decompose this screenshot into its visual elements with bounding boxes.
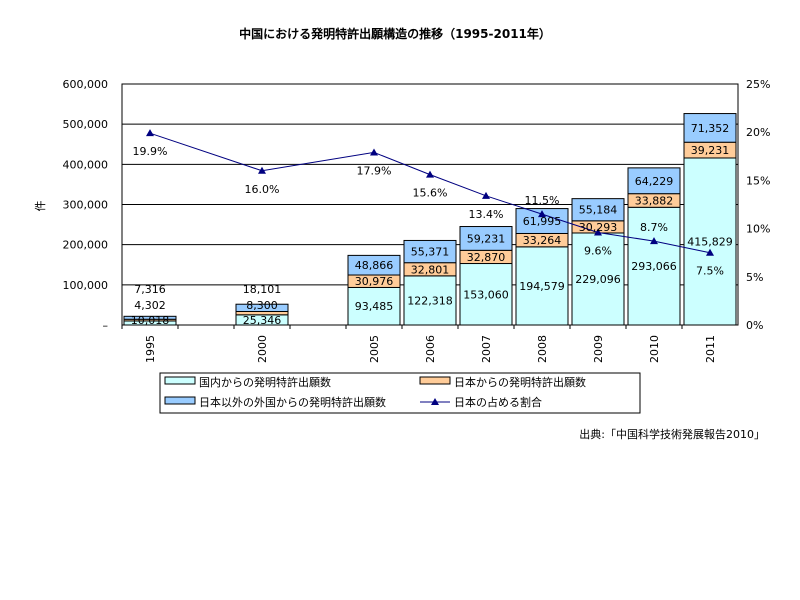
ratio-marker [426,170,434,178]
bar-0 [571,232,625,326]
bar-data-label: 33,882 [635,194,674,207]
x-tick-label: 2010 [648,335,661,363]
bar-0 [683,157,737,326]
bar-data-label: 122,318 [407,294,453,307]
x-tick-label: 2011 [704,335,717,363]
bar-data-label: 153,060 [463,288,509,301]
bar-data-label: 25,346 [243,314,282,327]
bar-data-label: 55,371 [411,246,450,259]
legend: 国内からの発明特許出願数 日本からの発明特許出願数日本以外の外国からの発明特許出願… [159,372,641,414]
ratio-marker [594,228,602,236]
bar-data-label: 8,300 [246,299,278,312]
bar-data-label: 7,316 [134,283,166,296]
ratio-data-label: 7.5% [696,265,724,278]
bar-data-label: 59,231 [467,232,506,245]
bar-2 [627,167,681,195]
ratio-data-label: 13.4% [469,208,504,221]
x-tick-label: 2008 [536,335,549,363]
bar-data-label: 33,264 [523,234,562,247]
y-axis-label: 件 [34,201,47,212]
bar-data-label: 30,976 [355,275,394,288]
bar-data-label: 415,829 [687,235,733,248]
bar-0 [347,286,401,326]
bar-data-label: 293,066 [631,260,677,273]
y2-tick-label: 15% [746,174,770,187]
legend-label: 日本以外の外国からの発明特許出願数 [199,395,386,409]
bar-2 [123,315,177,320]
bar-0 [515,246,569,326]
ratio-marker [482,191,490,199]
bar-2 [683,113,737,143]
bar-2 [459,226,513,251]
x-tick-label: 2006 [424,335,437,363]
ratio-data-label: 16.0% [245,183,280,196]
legend-swatch [164,396,196,405]
bar-0 [627,206,681,326]
chart-title: 中国における発明特許出願構造の推移（1995-2011年） [239,26,551,41]
ratio-data-label: 9.6% [584,244,612,257]
legend-swatch [419,376,451,385]
bar-2 [235,303,289,312]
y-tick-label: 500,000 [63,118,109,131]
bar-data-label: 229,096 [575,273,621,286]
bar-data-label: 64,229 [635,175,674,188]
ratio-marker [650,237,658,245]
x-tick-label: 2009 [592,335,605,363]
y2-tick-label: 25% [746,78,770,91]
bar-data-label: 39,231 [691,144,730,157]
legend-label: 日本の占める割合 [454,395,542,409]
bar-data-label: 4,302 [134,299,166,312]
ratio-data-label: 8.7% [640,221,668,234]
legend-label: 国内からの発明特許出願数 [199,375,331,389]
ratio-data-label: 17.9% [357,164,392,177]
legend-label: 日本からの発明特許出願数 [454,375,586,389]
y2-tick-label: 20% [746,126,770,139]
ratio-marker [370,148,378,156]
ratio-marker [146,129,154,137]
x-tick-label: 2007 [480,335,493,363]
y-tick-label: 600,000 [63,78,109,91]
ratio-data-label: 11.5% [525,194,560,207]
ratio-data-label: 15.6% [413,187,448,200]
x-tick-label: 2000 [256,335,269,363]
bar-data-label: 32,801 [411,263,450,276]
legend-triangle-icon [431,398,439,405]
bar-0 [459,263,513,326]
bar-data-label: 10,018 [131,314,170,327]
bar-data-label: 18,101 [243,283,282,296]
bar-data-label: 32,870 [467,251,506,264]
bar-2 [347,254,401,276]
y2-tick-label: 10% [746,223,770,236]
bar-data-label: 71,352 [691,122,730,135]
bar-data-label: 93,485 [355,300,394,313]
ratio-data-label: 19.9% [133,145,168,158]
bar-data-label: 194,579 [519,280,565,293]
y-tick-label: 200,000 [63,239,109,252]
legend-swatch [164,376,196,385]
y2-tick-label: 0% [746,319,763,332]
y-tick-label: 100,000 [63,279,109,292]
source-note: 出典:「中国科学技術発展報告2010」 [579,427,765,441]
bar-data-label: 48,866 [355,259,394,272]
x-tick-label: 1995 [144,335,157,363]
y-tick-label: 400,000 [63,158,109,171]
ratio-marker [258,166,266,174]
bar-data-label: 30,293 [579,221,618,234]
y2-tick-label: 5% [746,271,763,284]
y-tick-label: 300,000 [63,199,109,212]
ratio-marker [706,248,714,256]
bar-data-label: 61,995 [523,215,562,228]
bar-2 [571,198,625,222]
bar-data-label: 55,184 [579,204,618,217]
bar-2 [403,239,457,264]
y-tick-label: – [103,319,109,332]
ratio-marker [538,210,546,218]
x-tick-label: 2005 [368,335,381,363]
